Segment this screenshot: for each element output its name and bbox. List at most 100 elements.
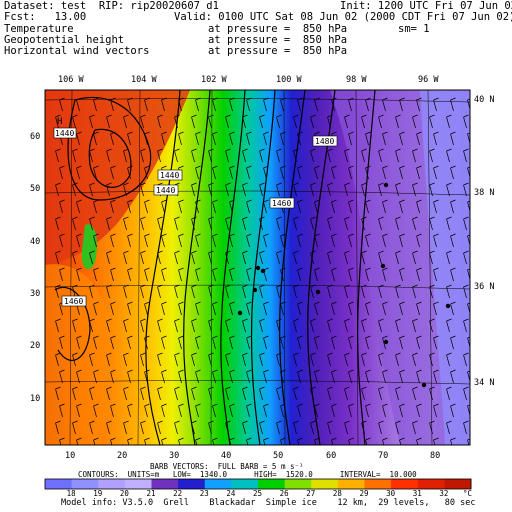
warm-region-sw xyxy=(45,264,115,445)
wind-barb xyxy=(195,97,201,112)
wind-barb xyxy=(344,216,350,231)
wind-barb xyxy=(280,165,286,180)
wind-barb xyxy=(314,199,320,214)
wind-barb xyxy=(76,233,82,248)
wind-barb xyxy=(93,199,99,214)
contour-label-box xyxy=(157,169,183,181)
wind-barb xyxy=(127,301,133,316)
wind-barb xyxy=(246,131,252,146)
wind-barb xyxy=(93,165,99,180)
colorbar-label: 22 xyxy=(173,489,183,498)
wind-barb xyxy=(229,335,235,350)
wind-barb xyxy=(127,131,133,146)
wind-barb xyxy=(76,369,82,384)
wind-barb xyxy=(242,216,248,231)
wind-barb xyxy=(412,182,418,197)
wind-barb xyxy=(195,165,201,180)
wind-barb xyxy=(365,437,371,445)
cool-patch-west xyxy=(81,224,97,270)
wind-barb xyxy=(314,165,320,180)
station-dot xyxy=(315,289,321,295)
y-tick-60: 60 xyxy=(30,132,41,142)
wind-barb xyxy=(59,199,65,214)
wind-barb xyxy=(55,352,61,367)
wind-barb xyxy=(59,165,65,180)
wind-barb xyxy=(161,437,167,445)
wind-barb xyxy=(76,267,82,282)
wind-barb xyxy=(259,386,265,401)
wind-barb xyxy=(344,386,350,401)
wind-barb xyxy=(344,182,350,197)
colorbar-swatch xyxy=(98,479,126,489)
wind-barb xyxy=(123,148,129,163)
colorbar-label: 19 xyxy=(93,489,103,498)
wind-barb xyxy=(174,386,180,401)
wind-barb xyxy=(55,250,61,265)
wind-barb xyxy=(433,437,439,445)
wind-barb xyxy=(416,335,422,350)
wind-barb xyxy=(161,403,167,418)
grid-line xyxy=(69,89,73,446)
wind-barb xyxy=(450,403,456,418)
wind-barb xyxy=(365,369,371,384)
wind-barb xyxy=(361,284,367,299)
wind-barb xyxy=(433,199,439,214)
wind-barb xyxy=(450,233,456,248)
wind-barb xyxy=(399,369,405,384)
wind-barb xyxy=(212,97,218,112)
wind-barb xyxy=(157,114,163,129)
wind-barb xyxy=(208,318,214,333)
wind-barb xyxy=(297,165,303,180)
wind-barb xyxy=(191,318,197,333)
wind-barb xyxy=(263,403,269,418)
y-tick-30: 30 xyxy=(30,289,41,299)
wind-barb xyxy=(467,132,470,145)
x-tick-40: 40 xyxy=(221,451,232,461)
wind-barb xyxy=(195,199,201,214)
grid-line xyxy=(427,89,433,446)
lon-label-104w: 104 W xyxy=(131,75,157,85)
height-contours xyxy=(54,90,376,445)
wind-barb xyxy=(327,352,333,367)
wind-barb xyxy=(246,335,252,350)
wind-barb xyxy=(242,318,248,333)
wind-barb xyxy=(140,352,146,367)
wind-barb xyxy=(212,437,218,445)
wind-barb xyxy=(229,369,235,384)
wind-barb xyxy=(127,233,133,248)
wind-barb xyxy=(310,182,316,197)
wind-barb xyxy=(280,437,286,445)
wind-barb xyxy=(344,318,350,333)
warm-region-nw xyxy=(45,90,190,265)
wind-barb xyxy=(382,301,388,316)
contour-label-box xyxy=(61,295,87,307)
wind-barb xyxy=(110,131,116,146)
wind-barb xyxy=(450,369,456,384)
wind-barb xyxy=(399,131,405,146)
wind-barb xyxy=(297,233,303,248)
wind-barb xyxy=(310,114,316,129)
wind-barb xyxy=(110,267,116,282)
wind-barb xyxy=(412,352,418,367)
wind-barb xyxy=(365,97,371,112)
wind-barb xyxy=(178,437,184,445)
wind-barb xyxy=(178,97,184,112)
wind-barb xyxy=(123,182,129,197)
wind-barb xyxy=(467,370,470,383)
station-dot xyxy=(255,265,261,271)
colorbar-label: 24 xyxy=(226,489,236,498)
wind-barb xyxy=(310,352,316,367)
wind-barb xyxy=(127,267,133,282)
wind-barb xyxy=(365,403,371,418)
wind-barb xyxy=(280,131,286,146)
wind-barb xyxy=(463,250,469,265)
wind-barb xyxy=(208,216,214,231)
wind-barb xyxy=(157,250,163,265)
wind-barb xyxy=(361,386,367,401)
wind-barb xyxy=(144,403,150,418)
wind-barb xyxy=(246,199,252,214)
wind-barb xyxy=(327,148,333,163)
x-tick-50: 50 xyxy=(273,451,284,461)
contour-label-group: 1440 1440 1440 1460 1460 1480 H xyxy=(53,117,338,307)
wind-barb xyxy=(314,335,320,350)
